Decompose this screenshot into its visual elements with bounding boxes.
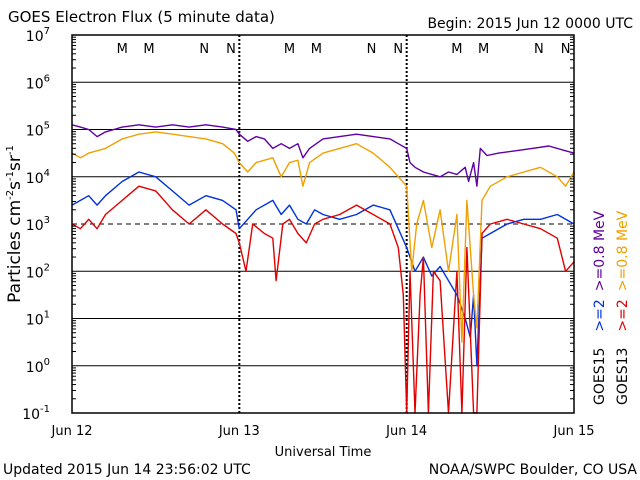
svg-text:GOES13>=2>=0.8 MeV: GOES13 >=2 >=0.8 MeV [615,210,631,405]
mn-marker-3: N [226,42,236,57]
mn-marker-6: N [367,42,377,57]
ylabel-main: Particles cm [5,200,25,303]
y-tick-label-2: 101 [26,310,50,329]
mn-marker-2: N [199,42,209,57]
mn-marker-7: N [393,42,403,57]
svg-text:GOES15>=2>=0.8 MeV: GOES15 >=2 >=0.8 MeV [592,210,608,405]
mn-marker-0: M [117,42,128,57]
series-line-1 [71,171,575,367]
source-credit: NOAA/SWPC Boulder, CO USA [429,462,638,478]
x-tick-label-2: Jun 14 [385,424,427,439]
legend-goes15-label: GOES15 [592,348,608,405]
legend-goes13: GOES13 >=2 >=0.8 MeV [615,210,631,405]
x-tick-label-3: Jun 15 [553,424,595,439]
updated-timestamp: Updated 2015 Jun 14 23:56:02 UTC [3,462,251,478]
x-axis-label: Universal Time [275,445,372,460]
begin-label: Begin: 2015 Jun 12 0000 UTC [427,16,633,32]
plot-frame [71,34,575,414]
mn-marker-8: M [451,42,462,57]
series-line-0 [71,124,575,187]
y-tick-label-5: 104 [26,168,50,187]
ylabel-mid1: s [5,181,25,190]
legend-goes15: GOES15 >=2 >=0.8 MeV [592,210,608,405]
series-line-2 [71,131,575,343]
y-tick-label-6: 105 [26,121,50,140]
legend-g15-low: >=0.8 MeV [592,210,608,291]
y-tick-label-7: 106 [26,73,50,92]
y-tick-label-1: 100 [26,357,50,376]
mn-marker-11: N [561,42,571,57]
legend-g13-high: >=2 [615,299,631,331]
legend-goes13-label: GOES13 [615,348,631,405]
legend-g13-low: >=0.8 MeV [615,210,631,291]
grid-lines [72,35,574,413]
ylabel-sup2: -1 [5,171,16,181]
ylabel-mid2: sr [5,155,25,171]
series-line-3 [71,185,575,414]
chart-title: GOES Electron Flux (5 minute data) [8,8,275,26]
y-tick-label-3: 102 [26,262,50,281]
y-axis-label: Particles cm-2s-1sr-1 [5,145,25,303]
mn-marker-4: M [284,42,295,57]
mn-marker-1: M [143,42,154,57]
x-tick-label-1: Jun 13 [218,424,260,439]
mn-marker-5: M [311,42,322,57]
y-tick-label-0: 10-1 [22,404,50,423]
y-tick-label-8: 107 [26,26,50,45]
mn-marker-9: M [478,42,489,57]
mn-marker-10: N [534,42,544,57]
legend-g15-high: >=2 [592,299,608,331]
x-tick-labels: Jun 12 Jun 13 Jun 14 Jun 15 [51,424,595,439]
x-tick-label-0: Jun 12 [51,424,93,439]
y-tick-label-4: 103 [26,215,50,234]
ylabel-sup1: -2 [5,190,16,200]
series-lines [71,124,575,414]
ylabel-sup3: -1 [5,145,16,155]
svg-text:Particles cm-2s-1sr-1: Particles cm-2s-1sr-1 [5,145,25,303]
